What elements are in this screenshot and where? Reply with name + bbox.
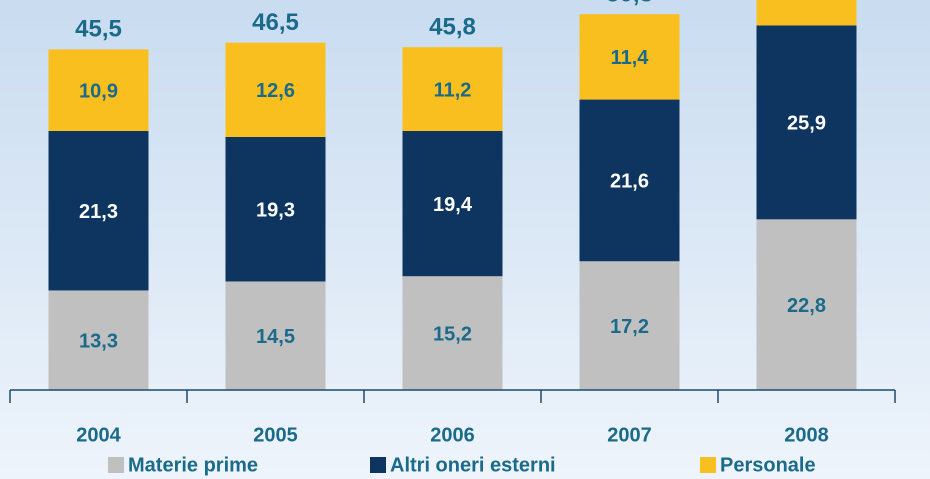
bar-segment: [225, 136, 326, 282]
total-label: 50,3: [606, 0, 653, 8]
value-label: 17,2: [610, 316, 649, 338]
value-label: 11,4: [611, 47, 650, 69]
bar-segment: [579, 261, 680, 390]
value-label: 14,5: [256, 326, 295, 348]
bar-segment: [402, 276, 503, 390]
bar-segment: [48, 290, 149, 390]
bar-segment: [756, 0, 857, 26]
bar-segment: [579, 99, 680, 262]
legend-label: Personale: [720, 454, 816, 476]
value-label: 12,6: [256, 80, 295, 102]
total-label: 45,8: [429, 14, 476, 41]
total-label: 45,5: [75, 16, 122, 43]
value-label: 19,4: [433, 194, 473, 216]
bar-segment: [756, 219, 857, 390]
x-tick-label: 2008: [784, 424, 829, 446]
value-label: 15,2: [433, 323, 472, 345]
x-tick-label: 2006: [430, 424, 475, 446]
value-label: 21,3: [79, 201, 118, 223]
value-label: 10,9: [79, 80, 118, 102]
value-label: 19,3: [256, 200, 295, 222]
value-label: 11,2: [434, 79, 472, 101]
bar-segment: [48, 130, 149, 291]
legend-swatch: [370, 457, 386, 473]
bar-segment: [756, 25, 857, 220]
value-label: 21,6: [610, 171, 649, 193]
legend-label: Altri oneri esterni: [390, 454, 556, 476]
value-label: 13,3: [79, 331, 118, 353]
legend-swatch: [700, 457, 716, 473]
bar-segment: [225, 42, 326, 137]
x-tick-label: 2005: [253, 424, 298, 446]
legend-swatch: [108, 457, 124, 473]
x-tick-label: 2007: [607, 424, 652, 446]
bar-segment: [402, 47, 503, 131]
bar-segment: [48, 49, 149, 131]
total-label: 46,5: [252, 9, 299, 36]
value-label: 25,9: [787, 113, 826, 135]
legend-label: Materie prime: [128, 454, 258, 476]
value-label: 22,8: [787, 295, 826, 317]
bar-segment: [402, 130, 503, 277]
bar-segment: [225, 281, 326, 390]
x-tick-label: 2004: [76, 424, 121, 446]
bar-segment: [579, 14, 680, 100]
